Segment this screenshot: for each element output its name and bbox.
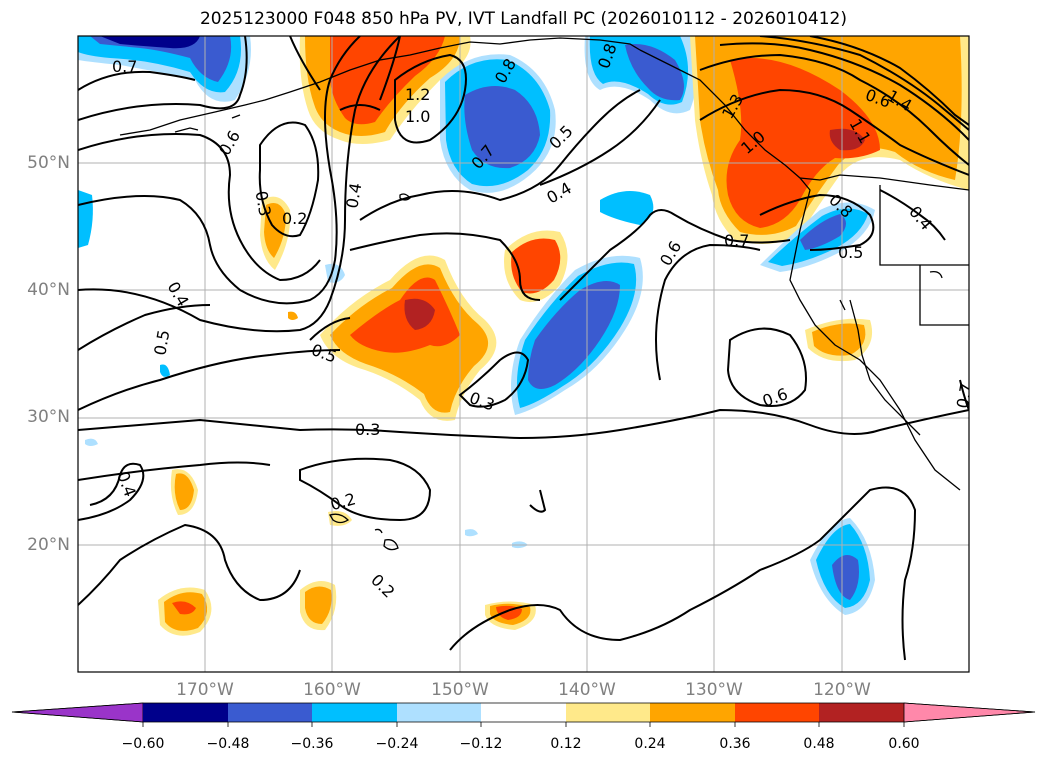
neg-anomaly-region	[160, 364, 170, 377]
contour-label: 0.3	[355, 420, 380, 439]
pos-anomaly-region	[404, 298, 435, 330]
neg-anomaly-region	[832, 555, 859, 600]
colorbar-tick-label: −0.12	[459, 736, 503, 752]
map-frame	[77, 35, 970, 673]
colorbar-tick-label: 0.12	[550, 736, 582, 752]
neg-anomaly-region	[528, 281, 620, 389]
contour-label: 0.5	[838, 243, 863, 262]
lat-label: 40°N	[27, 280, 70, 300]
neg-anomaly-region	[465, 529, 478, 537]
contour-label: 0.3	[252, 189, 275, 217]
colorbar-extend-low	[11, 702, 144, 723]
neg-anomaly-region	[78, 190, 93, 248]
contour-label: 0.6	[656, 238, 685, 270]
colorbar-segment	[481, 703, 566, 722]
pos-anomaly-region	[174, 473, 194, 510]
neg-anomaly-region	[100, 36, 200, 49]
colorbar-segment	[397, 703, 481, 722]
contour-label: 0.4	[342, 181, 365, 209]
colorbar-tick-label: 0.24	[634, 736, 666, 752]
colorbar	[11, 702, 1036, 727]
pos-anomaly-region	[350, 277, 460, 353]
contour-label: 0.6	[760, 384, 790, 411]
pos-anomaly-region	[511, 238, 561, 294]
lat-label: 20°N	[27, 535, 70, 555]
colorbar-segment	[228, 703, 312, 722]
contour-label: 0.7	[724, 231, 749, 250]
colorbar-extend-high	[903, 702, 1036, 723]
pos-anomaly-region	[172, 601, 196, 615]
contour-label: 0.6	[215, 127, 244, 159]
contour-label: 0.3	[467, 388, 497, 415]
colorbar-tick-label: −0.60	[121, 736, 165, 752]
contour-label: 0.2	[282, 209, 307, 228]
lon-label: 150°W	[431, 680, 489, 700]
lat-label: 30°N	[27, 407, 70, 427]
contour-label: 0.5	[150, 328, 173, 356]
pos-anomaly-region	[496, 605, 522, 620]
colorbar-segment	[735, 703, 819, 722]
contour-label: 1.0	[405, 107, 430, 126]
pos-anomaly-region	[288, 311, 298, 320]
lat-label: 50°N	[27, 153, 70, 173]
neg-anomaly-region	[600, 191, 654, 225]
colorbar-segment	[819, 703, 904, 722]
colorbar-segment	[143, 703, 228, 722]
coastlines	[119, 37, 969, 551]
colorbar-segment	[566, 703, 650, 722]
lon-label: 120°W	[813, 680, 871, 700]
colorbar-tick-label: 0.36	[719, 736, 751, 752]
colorbar-tick-label: −0.36	[290, 736, 334, 752]
contour-label: 0.2	[328, 489, 358, 514]
contour-label: 0.7	[953, 381, 976, 409]
neg-anomaly-region	[464, 86, 540, 169]
lon-label: 140°W	[558, 680, 616, 700]
lon-label: 170°W	[176, 680, 234, 700]
neg-anomaly-region	[625, 44, 684, 101]
pv-contours	[78, 36, 969, 661]
contour-label: 1.2	[405, 85, 430, 104]
colorbar-tick-label: −0.24	[375, 736, 419, 752]
colorbar-tick-label: 0.48	[803, 736, 835, 752]
neg-anomaly-region	[800, 214, 846, 250]
colorbar-tick-label: −0.48	[206, 736, 250, 752]
contour-label: 0.2	[367, 570, 398, 601]
graticule	[78, 36, 969, 672]
neg-anomaly-region	[90, 36, 232, 82]
pos-anomaly-region	[829, 128, 865, 151]
colorbar-segment	[650, 703, 735, 722]
pos-anomaly-region	[264, 202, 286, 258]
lon-label: 160°W	[303, 680, 361, 700]
lon-label: 130°W	[685, 680, 743, 700]
figure-title: 2025123000 F048 850 hPa PV, IVT Landfall…	[199, 9, 847, 29]
shading-layer	[78, 36, 969, 636]
colorbar-segment	[312, 703, 397, 722]
colorbar-tick-label: 0.60	[888, 736, 920, 752]
pos-anomaly-region	[305, 586, 332, 624]
contour-label: 0.7	[112, 57, 137, 76]
pos-anomaly-region	[812, 323, 866, 356]
neg-anomaly-region	[85, 438, 98, 446]
